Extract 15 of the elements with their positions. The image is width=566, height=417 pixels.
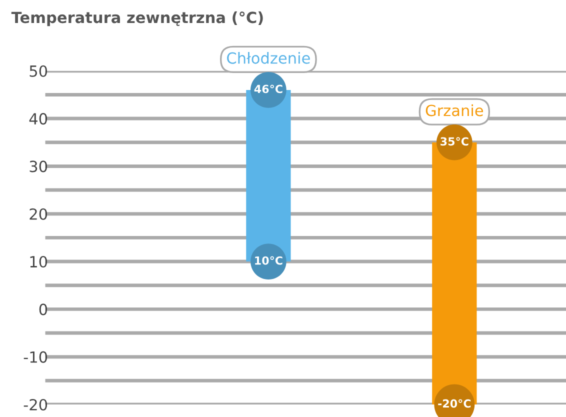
annotation: -20°C	[438, 399, 471, 408]
y-tick-label: -10	[24, 351, 48, 363]
y-tick-label: 30	[30, 160, 48, 172]
annotation: 35°C	[440, 137, 468, 146]
y-tick-label: 10	[30, 256, 48, 268]
annotation: 10°C	[255, 256, 282, 265]
y-tick-label: 40	[29, 113, 48, 125]
chart-title: Temperatura zewnętrzna (°C)	[11, 11, 263, 26]
y-tick-label: -20	[24, 398, 48, 411]
x-tick-label: Chłodzenie	[227, 52, 310, 64]
x-tick-label: Grzanie	[426, 104, 484, 116]
y-tick-label: 50	[30, 65, 48, 77]
y-tick-label: 20	[30, 208, 48, 220]
y-tick-label: 0	[39, 304, 48, 316]
annotation: 46°C	[254, 84, 282, 94]
